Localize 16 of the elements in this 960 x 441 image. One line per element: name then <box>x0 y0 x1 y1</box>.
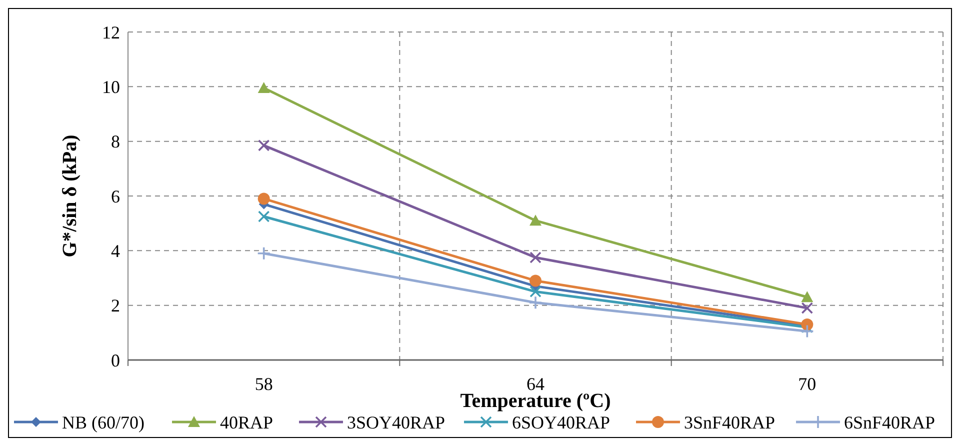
y-tick-label: 6 <box>111 186 120 206</box>
legend-label: 3SOY40RAP <box>347 412 446 432</box>
legend-label: NB (60/70) <box>62 412 144 432</box>
x-tick-label: 58 <box>254 374 273 394</box>
legend-label: 3SnF40RAP <box>684 412 776 432</box>
legend-label: 6SnF40RAP <box>844 412 936 432</box>
y-tick-label: 0 <box>111 350 120 370</box>
y-tick-label: 4 <box>111 240 120 261</box>
y-tick-label: 12 <box>102 22 120 42</box>
y-tick-label: 2 <box>111 296 120 316</box>
legend-label: 6SOY40RAP <box>512 412 610 432</box>
y-axis-title: G*/sin δ (kPa) <box>59 134 81 258</box>
legend-label: 40RAP <box>220 412 274 432</box>
y-tick-label: 10 <box>102 76 120 97</box>
y-tick-label: 8 <box>111 132 120 152</box>
x-tick-label: 70 <box>798 374 816 394</box>
